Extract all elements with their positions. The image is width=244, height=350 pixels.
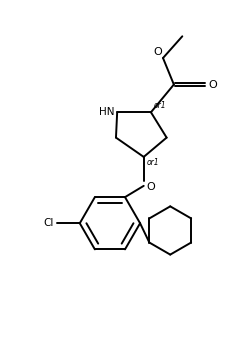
Text: O: O: [153, 47, 162, 57]
Text: O: O: [209, 79, 218, 90]
Text: Cl: Cl: [43, 218, 53, 228]
Text: HN: HN: [99, 107, 114, 117]
Text: O: O: [146, 182, 155, 192]
Text: or1: or1: [147, 158, 159, 167]
Text: or1: or1: [154, 101, 166, 110]
